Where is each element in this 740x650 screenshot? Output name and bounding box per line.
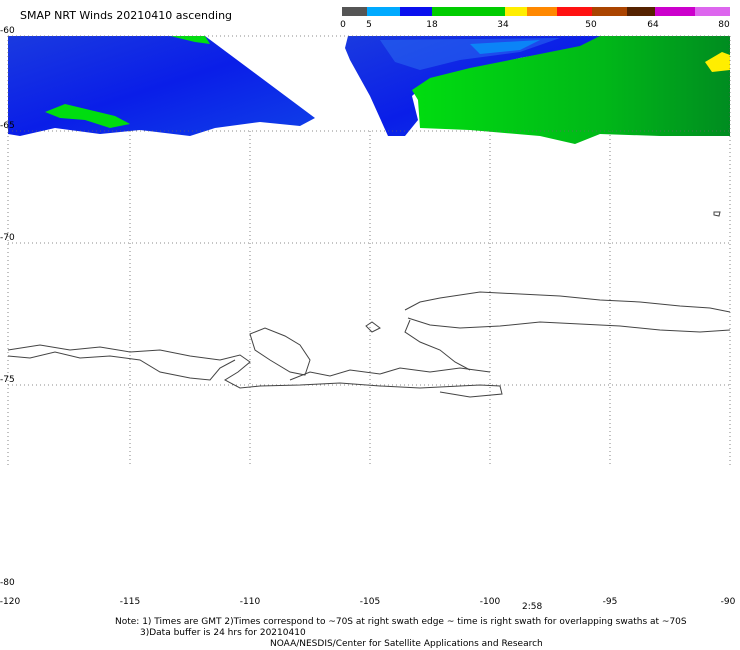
wind-swath-right	[345, 36, 730, 144]
lat-label-75: -75	[0, 375, 15, 385]
colorbar-label-64: 64	[647, 20, 659, 30]
colorbar-label-80: 80	[718, 20, 730, 30]
lat-label-80: -80	[0, 578, 15, 588]
colorbar-label-5: 5	[366, 20, 372, 30]
colorbar	[342, 7, 730, 16]
lat-label-70: -70	[0, 233, 15, 243]
lon-label-90: -90	[720, 597, 736, 607]
lon-label-95: -95	[602, 597, 618, 607]
lon-label-120: -120	[0, 597, 21, 607]
colorbar-label-50: 50	[585, 20, 597, 30]
lat-label-60: -60	[0, 26, 15, 36]
lat-label-65: -65	[0, 121, 15, 131]
map-title: SMAP NRT Winds 20210410 ascending	[20, 9, 233, 22]
lon-label-100: -100	[479, 597, 501, 607]
colorbar-label-0: 0	[340, 20, 346, 30]
lon-label-105: -105	[359, 597, 381, 607]
colorbar-label-18: 18	[426, 20, 438, 30]
lon-label-110: -110	[239, 597, 261, 607]
wind-swath-left	[8, 36, 315, 136]
colorbar-label-34: 34	[497, 20, 509, 30]
note-line-2: 3)Data buffer is 24 hrs for 20210410	[140, 628, 306, 638]
note-line-1: Note: 1) Times are GMT 2)Times correspon…	[115, 617, 687, 627]
lon-label-115: -115	[119, 597, 141, 607]
note-line-3: NOAA/NESDIS/Center for Satellite Applica…	[270, 639, 543, 649]
coastline	[7, 211, 731, 398]
time-stamp: 2:58	[522, 602, 543, 612]
